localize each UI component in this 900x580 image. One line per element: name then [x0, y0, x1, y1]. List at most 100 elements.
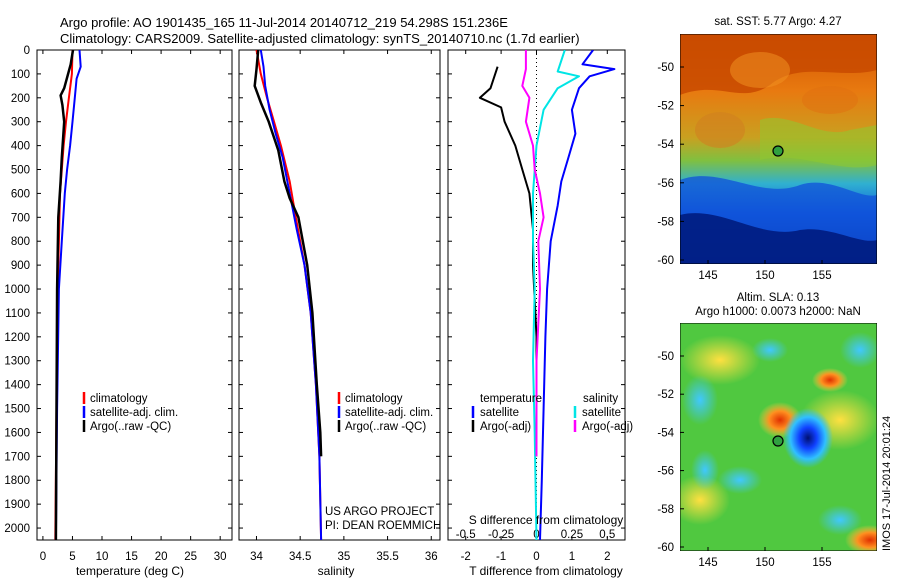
depth-tick-label: 900	[11, 260, 30, 272]
legend-satellite: satellite-adj. clim.	[90, 407, 178, 419]
x-tick-label: 35	[337, 551, 350, 563]
sla-map-title-1: Altim. SLA: 0.13	[737, 292, 819, 304]
series-line-argo-raw-qc-	[253, 50, 323, 457]
map-x-tick-label: 150	[755, 557, 774, 569]
x-tick-label: 36	[425, 551, 438, 563]
x-tick-label: 25	[184, 551, 197, 563]
depth-tick-label: 1300	[4, 356, 30, 368]
series-line-argo-raw-qc-	[54, 50, 75, 540]
map-x-tick-label: 155	[812, 557, 831, 569]
series-line-t-satellite	[539, 50, 616, 540]
project-annotation: US ARGO PROJECT	[325, 506, 434, 518]
sst-map-title: sat. SST: 5.77 Argo: 4.27	[714, 16, 841, 28]
map-y-tick-label: -56	[657, 466, 674, 478]
depth-tick-label: 500	[11, 165, 30, 177]
map-y-tick-label: -50	[657, 351, 674, 363]
map-y-tick-label: -54	[657, 139, 674, 151]
map-y-tick-label: -60	[657, 542, 674, 554]
series-group	[478, 50, 616, 540]
x-tick-label: 0	[40, 551, 46, 563]
map-x-tick-label: 145	[698, 270, 717, 282]
sst-map-ticks: 145 150 155 -50 -52 -54 -56 -58 -60	[657, 62, 831, 282]
legend-t-argo: Argo(-adj)	[480, 421, 531, 433]
depth-tick-label: 1900	[4, 499, 30, 511]
map-y-tick-label: -52	[657, 389, 674, 401]
series-line-t-argo-adj-	[478, 66, 538, 457]
legend-salinity-heading: salinity	[583, 393, 618, 405]
x-tick-label: 10	[96, 551, 109, 563]
x-tick-label: 2	[604, 551, 610, 563]
s-tick-label: 0.5	[599, 529, 615, 541]
map-y-tick-label: -52	[657, 101, 674, 113]
depth-tick-label: 0	[24, 45, 30, 57]
sla-map-ticks: 145 150 155 -50 -52 -54 -56 -58 -60	[657, 351, 831, 569]
map-y-tick-label: -58	[657, 504, 674, 516]
sst-map-image	[680, 34, 877, 264]
pi-annotation: PI: DEAN ROEMMICH	[325, 520, 441, 532]
map-x-tick-label: 150	[755, 270, 774, 282]
legend-climatology: climatology	[90, 393, 148, 405]
depth-tick-label: 300	[11, 117, 30, 129]
depth-tick-label: 1000	[4, 284, 30, 296]
x-tick-label: 30	[214, 551, 227, 563]
difference-chart: -2 -1 0 1 2-0.5 -0.25 0 0.25 0.5	[448, 49, 625, 563]
depth-tick-label: 1800	[4, 475, 30, 487]
depth-tick-labels: 0 100 200 300 400 500 600 700 800 900 1000 1100 1200…	[4, 45, 30, 535]
legend-s-satellite: satellite	[582, 407, 621, 419]
s-tick-label: -0.5	[456, 529, 476, 541]
legend-argo: Argo(..raw -QC)	[345, 421, 426, 433]
x-tick-label: 20	[155, 551, 168, 563]
map-y-tick-label: -50	[657, 62, 674, 74]
depth-tick-label: 1700	[4, 451, 30, 463]
series-line-satellite-adj-clim-	[54, 50, 82, 540]
x-tick-label: 34.5	[289, 551, 311, 563]
map-y-tick-label: -54	[657, 427, 674, 439]
depth-tick-label: 700	[11, 212, 30, 224]
series-group	[253, 50, 323, 540]
sla-map-image	[680, 323, 877, 551]
depth-tick-label: 1100	[5, 308, 30, 320]
salinity-xlabel: salinity	[318, 564, 355, 578]
legend-climatology: climatology	[345, 393, 403, 405]
difference-legend: temperature salinity satellite Argo(-adj…	[471, 393, 633, 433]
salinity-panel-frame	[238, 49, 441, 541]
title-line-1: Argo profile: AO 1901435_165 11-Jul-2014…	[60, 15, 508, 30]
x-tick-label: -2	[461, 551, 471, 563]
legend-s-argo: Argo(-adj)	[582, 421, 633, 433]
x-tick-label: 35.5	[376, 551, 398, 563]
legend-satellite: satellite-adj. clim.	[345, 407, 433, 419]
depth-tick-label: 400	[11, 141, 30, 153]
sla-map-title-2: Argo h1000: 0.0073 h2000: NaN	[695, 306, 861, 318]
x-tick-label: -1	[496, 551, 506, 563]
salinity-legend: climatology satellite-adj. clim. Argo(..…	[337, 392, 433, 433]
x-tick-label: 0	[533, 551, 539, 563]
depth-tick-label: 600	[11, 188, 30, 200]
temperature-xlabel: temperature (deg C)	[76, 564, 184, 578]
imos-stamp: IMOS 17-Jul-2014 20:01:24	[881, 416, 893, 551]
s-tick-label: 0.25	[561, 529, 583, 541]
depth-tick-label: 800	[11, 236, 30, 248]
legend-t-satellite: satellite	[480, 407, 519, 419]
legend-argo: Argo(..raw -QC)	[90, 421, 171, 433]
temperature-panel-frame	[36, 49, 233, 541]
title-line-2: Climatology: CARS2009. Satellite-adjuste…	[60, 31, 580, 46]
depth-tick-label: 2000	[4, 523, 30, 535]
difference-xlabel-salinity: S difference from climatology	[469, 513, 624, 527]
map-y-tick-label: -58	[657, 216, 674, 228]
depth-tick-label: 1200	[4, 332, 30, 344]
temperature-legend: climatology satellite-adj. clim. Argo(..…	[82, 392, 178, 433]
difference-xlabel: T difference from climatology	[469, 564, 623, 578]
x-tick-label: 15	[125, 551, 138, 563]
depth-tick-label: 1400	[4, 380, 30, 392]
depth-tick-label: 200	[11, 93, 30, 105]
salinity-chart: 34 34.5 35 35.5 36	[239, 49, 440, 563]
series-group	[54, 50, 82, 540]
depth-tick-label: 1500	[4, 404, 30, 416]
map-y-tick-label: -56	[657, 178, 674, 190]
map-x-tick-label: 145	[698, 557, 717, 569]
map-x-tick-label: 155	[812, 270, 831, 282]
x-tick-label: 34	[250, 551, 263, 563]
depth-tick-label: 100	[11, 69, 30, 81]
x-tick-label: 1	[569, 551, 575, 563]
